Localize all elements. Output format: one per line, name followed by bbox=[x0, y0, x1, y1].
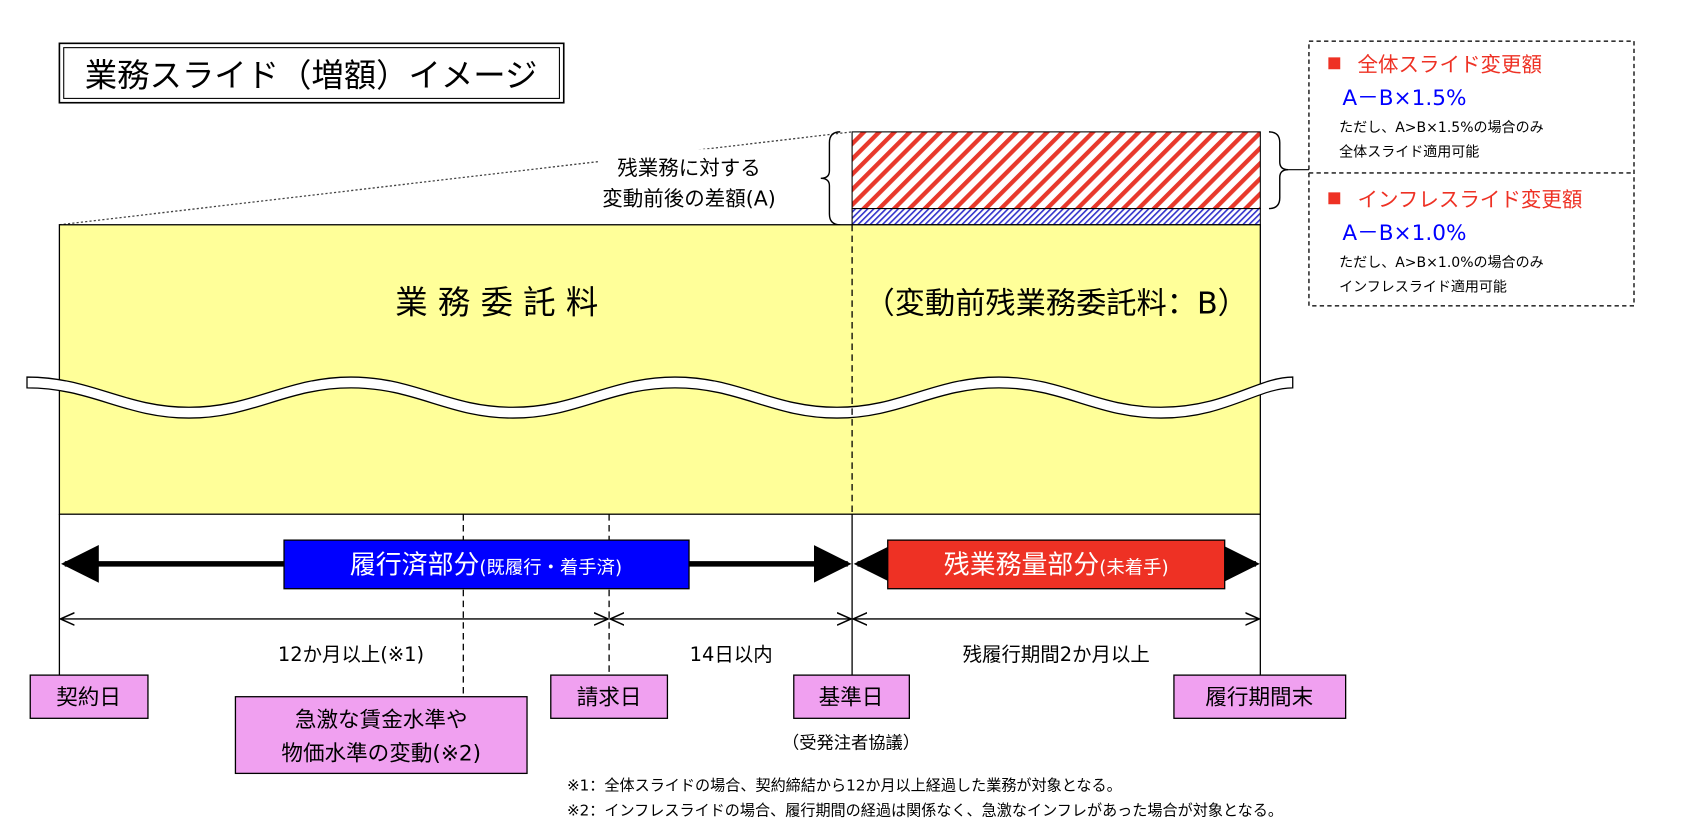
difference-label-bg bbox=[599, 149, 783, 210]
milestone-label: 請求日 bbox=[577, 685, 642, 710]
title-box: 業務スライド（増額）イメージ bbox=[58, 42, 565, 104]
legend-inflation-note2: インフレスライド適用可能 bbox=[1339, 279, 1507, 296]
right-brace bbox=[1268, 131, 1289, 210]
performed-part-label: 履行済部分(既履行・着手済) bbox=[350, 551, 622, 581]
legend-overall-heading: 全体スライド変更額 bbox=[1358, 52, 1543, 76]
milestone-label: 契約日 bbox=[56, 685, 121, 710]
legend-overall-note2: 全体スライド適用可能 bbox=[1339, 144, 1479, 161]
legend-inflation-heading: インフレスライド変更額 bbox=[1358, 187, 1583, 211]
remaining-part-box: 残業務量部分(未着手) bbox=[887, 539, 1226, 590]
difference-label-line1: 残業務に対する bbox=[617, 156, 761, 180]
milestone-label-line1: 急激な賃金水準や bbox=[295, 708, 468, 733]
milestone-price-change: 急激な賃金水準や 物価水準の変動(※2) bbox=[234, 696, 528, 775]
wave-break bbox=[26, 376, 1294, 419]
legend-overall-note1: ただし、A>B×1.5%の場合のみ bbox=[1339, 120, 1543, 136]
period-label-12months: 12か月以上(※1) bbox=[278, 643, 424, 666]
performed-part-sub: (既履行・着手済) bbox=[479, 558, 622, 579]
overall-slide-increase-area bbox=[851, 131, 1261, 210]
milestone-claim-date: 請求日 bbox=[550, 674, 669, 719]
inflation-slide-increase-area bbox=[851, 208, 1261, 226]
footnote-1: ※1：全体スライドの場合、契約締結から12か月以上経過した業務が対象となる。 bbox=[567, 777, 1122, 795]
contract-fee-block bbox=[58, 224, 1261, 515]
projection-line bbox=[59, 131, 853, 226]
milestone-base-date: 基準日 bbox=[793, 674, 910, 719]
remaining-fee-label: （変動前残業務委託料：B） bbox=[865, 286, 1248, 321]
milestone-label-line2: 物価水準の変動(※2) bbox=[281, 741, 481, 766]
period-label-14days: 14日以内 bbox=[690, 643, 773, 666]
legend-inflation-formula: A－B×1.0% bbox=[1342, 221, 1466, 246]
remaining-part-main: 残業務量部分 bbox=[944, 551, 1099, 581]
base-date-note: （受発注者協議） bbox=[782, 734, 920, 754]
fee-label: 業 務 委 託 料 bbox=[395, 283, 598, 321]
milestone-end-date: 履行期間末 bbox=[1173, 674, 1347, 719]
performed-part-main: 履行済部分 bbox=[350, 551, 480, 581]
page-title: 業務スライド（増額）イメージ bbox=[85, 57, 538, 95]
milestone-label: 基準日 bbox=[819, 685, 884, 710]
milestone-contract-date: 契約日 bbox=[29, 674, 149, 719]
footnote-2: ※2：インフレスライドの場合、履行期間の経過は関係なく、急激なインフレがあった場… bbox=[567, 802, 1283, 820]
bullet-square-icon bbox=[1328, 57, 1341, 70]
difference-label-line2: 変動前後の差額(A) bbox=[602, 186, 776, 210]
left-brace bbox=[820, 131, 841, 226]
period-label-remaining: 残履行期間2か月以上 bbox=[963, 643, 1150, 666]
legend-inflation-note1: ただし、A>B×1.0%の場合のみ bbox=[1339, 255, 1543, 271]
legend-box: 全体スライド変更額 A－B×1.5% ただし、A>B×1.5%の場合のみ 全体ス… bbox=[1308, 40, 1635, 307]
legend-overall-formula: A－B×1.5% bbox=[1342, 86, 1466, 111]
milestone-label: 履行期間末 bbox=[1205, 685, 1313, 710]
performed-part-box: 履行済部分(既履行・着手済) bbox=[283, 539, 690, 590]
remaining-part-sub: (未着手) bbox=[1099, 558, 1168, 579]
bullet-square-icon bbox=[1328, 192, 1341, 205]
remaining-part-label: 残業務量部分(未着手) bbox=[944, 551, 1169, 581]
